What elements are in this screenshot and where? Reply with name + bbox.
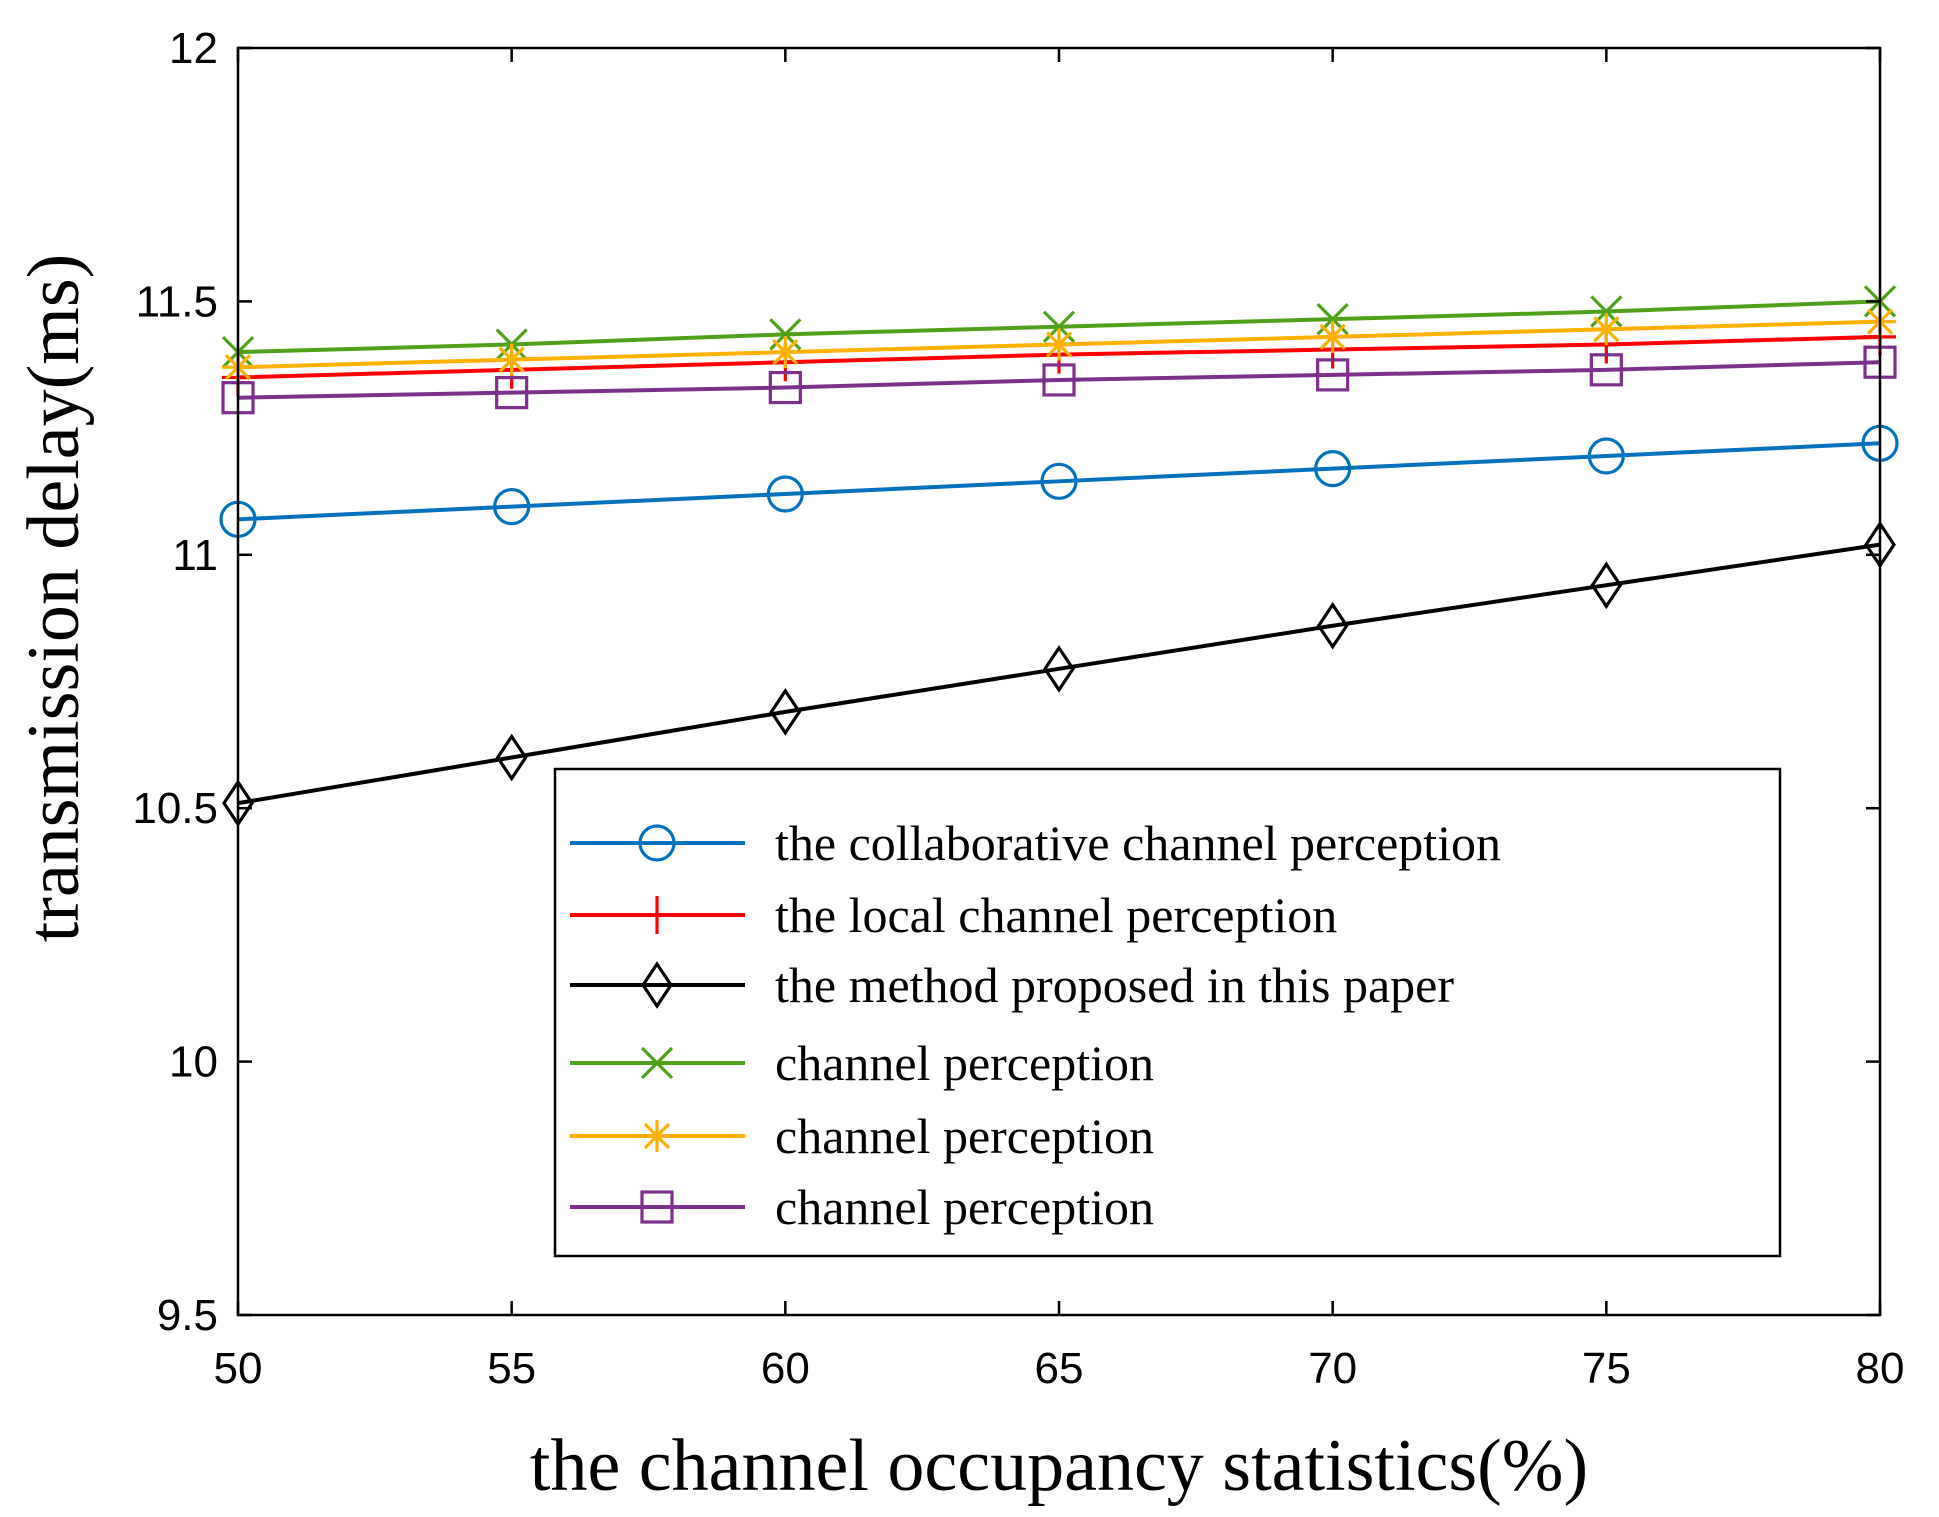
legend-marker: [640, 1190, 674, 1224]
legend-marker: [640, 1046, 674, 1080]
legend: the collaborative channel perception the …: [553, 767, 1782, 1258]
data-point: [493, 488, 531, 526]
x-axis-title: the channel occupancy statistics(%): [530, 1425, 1588, 1507]
legend-label: channel perception: [775, 1035, 1154, 1091]
data-point: [1043, 328, 1075, 361]
x-tick-label: 50: [214, 1344, 263, 1393]
x-tick-label: 55: [487, 1344, 536, 1393]
x-tick-label: 60: [761, 1344, 810, 1393]
legend-entries: the collaborative channel perception the …: [570, 815, 1501, 1235]
data-point: [495, 376, 529, 410]
legend-entry: channel perception: [570, 1179, 1154, 1235]
data-point: [1589, 353, 1623, 387]
data-point: [768, 370, 802, 405]
data-point: [1314, 450, 1352, 488]
legend-entry: the collaborative channel perception: [570, 815, 1501, 871]
legend-entry: the local channel perception: [570, 887, 1337, 943]
data-point: [1316, 358, 1350, 392]
series-2: [222, 520, 1896, 828]
data-point: [769, 688, 802, 736]
y-tick-label: 11.5: [136, 277, 218, 326]
series-line: [237, 542, 1881, 806]
legend-entry: the method proposed in this paper: [570, 957, 1454, 1013]
y-tick-label: 10.5: [132, 784, 218, 833]
legend-box: [553, 767, 1782, 1258]
data-point: [766, 475, 804, 513]
data-point: [1316, 601, 1349, 650]
data-point: [1587, 437, 1625, 475]
data-point: [1043, 644, 1075, 693]
series-5: [221, 345, 1897, 415]
legend-label: channel perception: [775, 1179, 1154, 1235]
y-tick-label: 10: [169, 1038, 218, 1087]
legend-marker: [641, 896, 673, 934]
legend-entry: channel perception: [570, 1108, 1154, 1164]
legend-label: the method proposed in this paper: [775, 957, 1454, 1013]
x-tick-label: 65: [1035, 1344, 1084, 1393]
data-point: [1590, 313, 1623, 346]
y-tick-label: 12: [169, 24, 218, 73]
tick-layer: 50 55 60 65 70 75 80 9.5 10 10.5 11 11.5 12: [132, 24, 1904, 1393]
legend-label: the collaborative channel perception: [775, 815, 1501, 871]
x-tick-label: 70: [1308, 1344, 1357, 1393]
y-tick-label: 11: [172, 531, 218, 580]
series-layer: [219, 285, 1899, 828]
legend-marker: [641, 961, 673, 1009]
data-point: [1316, 320, 1349, 353]
data-point: [1590, 561, 1623, 610]
data-point: [495, 343, 528, 376]
data-point: [1040, 462, 1078, 500]
x-tick-label: 75: [1582, 1344, 1631, 1393]
y-axis-title: transmission delay(ms): [13, 254, 95, 943]
data-point: [769, 336, 802, 369]
x-tick-label: 80: [1856, 1344, 1905, 1393]
legend-label: channel perception: [775, 1108, 1154, 1164]
legend-label: the local channel perception: [775, 887, 1337, 943]
series-line: [237, 360, 1881, 400]
legend-marker: [638, 824, 676, 862]
data-point: [495, 733, 528, 782]
series-line: [237, 441, 1881, 522]
legend-entry: channel perception: [570, 1035, 1154, 1091]
legend-marker: [641, 1120, 673, 1152]
y-tick-label: 9.5: [157, 1291, 218, 1340]
data-point: [1042, 363, 1076, 397]
